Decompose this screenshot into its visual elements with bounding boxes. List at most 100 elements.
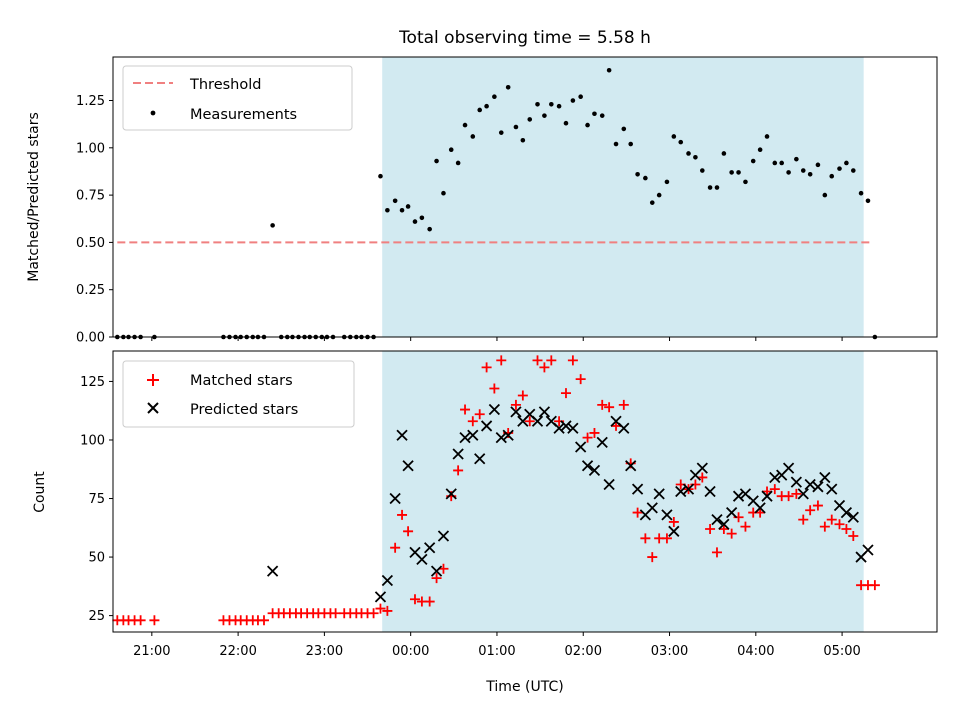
matched-star-point	[597, 399, 608, 410]
measurement-point	[729, 170, 734, 175]
predicted-star-point	[661, 509, 673, 521]
legend-matched-label: Matched stars	[190, 373, 293, 389]
x-tick-label: 21:00	[133, 644, 170, 659]
measurement-point	[412, 219, 418, 224]
matched-star-point	[467, 416, 478, 427]
predicted-star-point	[682, 483, 695, 495]
matched-star-point	[397, 509, 408, 520]
measurement-point	[750, 158, 756, 164]
predicted-star-point	[596, 436, 608, 448]
matched-star-point	[517, 390, 528, 401]
matched-star-point	[474, 409, 485, 420]
measurement-point	[520, 137, 526, 143]
measurement-point	[535, 101, 540, 107]
measurement-point	[392, 198, 398, 204]
measurement-point	[399, 207, 405, 213]
measurement-point	[815, 162, 821, 168]
predicted-star-point	[495, 432, 507, 444]
predicted-star-point	[430, 565, 443, 577]
measurement-point	[441, 190, 446, 196]
measurement-point	[492, 94, 497, 100]
bottom-y-tick-label: 75	[88, 492, 105, 507]
measurement-point	[498, 130, 504, 135]
measurement-point	[434, 158, 439, 164]
measurement-point	[800, 168, 806, 173]
top-panel: 0.00 0.25 0.50 0.75 1.00 1.25 Matched/Predict…	[26, 56, 938, 346]
matched-star-point	[805, 505, 816, 516]
measurement-point	[542, 113, 547, 118]
measurement-point	[484, 103, 489, 109]
legend-measurements-label: Measurements	[190, 107, 297, 123]
predicted-star-point	[704, 485, 716, 498]
predicted-star-point	[502, 429, 514, 441]
matched-star-point	[611, 420, 622, 431]
predicted-star-point	[696, 462, 708, 474]
bottom-legend-box	[122, 360, 355, 428]
matched-star-point	[604, 402, 615, 413]
legend-predicted-swatch	[147, 402, 159, 414]
predicted-star-point	[819, 471, 831, 484]
x-tick-label: 00:00	[392, 644, 429, 659]
matched-star-point	[740, 521, 751, 532]
matched-star-point	[409, 594, 420, 605]
measurement-point	[721, 151, 727, 156]
bottom-y-axis-label: Count	[32, 471, 48, 513]
measurement-point	[714, 185, 720, 190]
matched-star-point	[424, 596, 435, 607]
matched-star-point	[834, 519, 845, 530]
x-tick-label: 05:00	[823, 644, 860, 659]
matched-star-point	[496, 355, 507, 366]
measurement-point	[405, 204, 411, 209]
top-plot-frame	[112, 56, 938, 338]
legend-measurements-swatch	[150, 110, 156, 116]
measurement-point	[678, 139, 684, 145]
predicted-star-point	[631, 483, 644, 495]
predicted-star-point	[538, 406, 551, 418]
measurement-point	[764, 134, 770, 139]
predicted-star-point	[675, 485, 687, 498]
measurement-point	[700, 168, 705, 173]
predicted-star-point	[826, 483, 838, 495]
predicted-star-point	[510, 406, 522, 418]
predicted-star-point	[424, 542, 436, 554]
measurement-point	[592, 111, 597, 117]
predicted-star-point	[567, 422, 579, 434]
top-y-tick-label: 0.00	[76, 331, 105, 346]
predicted-star-point	[646, 502, 658, 514]
predicted-star-point	[445, 488, 457, 500]
bottom-observing-span	[382, 351, 864, 632]
matched-star-point	[791, 488, 802, 499]
legend-matched-swatch	[147, 374, 159, 386]
matched-star-point	[726, 528, 737, 539]
measurement-point	[844, 160, 849, 166]
x-tick-label: 01:00	[478, 644, 515, 659]
matched-star-point	[149, 615, 160, 626]
top-x-axis	[151, 337, 843, 341]
matched-star-point	[869, 580, 880, 591]
predicted-star-point	[459, 432, 471, 444]
matched-star-point	[812, 500, 823, 511]
measurement-point	[556, 103, 562, 109]
matched-star-point	[668, 516, 679, 527]
measurement-point	[743, 179, 748, 185]
bottom-legend: Matched stars Predicted stars	[122, 360, 355, 428]
predicted-star-point	[588, 464, 601, 477]
predicted-star-point	[437, 530, 450, 542]
measurement-point	[378, 173, 383, 179]
matched-star-point	[783, 491, 794, 502]
top-legend: Threshold Measurements	[122, 65, 353, 131]
legend-predicted-label: Predicted stars	[190, 402, 298, 418]
measurement-point	[635, 171, 640, 177]
matched-star-point	[258, 615, 269, 626]
top-y-tick-label: 0.75	[76, 189, 105, 204]
top-y-axis-label: Matched/Predicted stars	[26, 112, 42, 282]
measurement-point	[757, 147, 763, 153]
x-tick-label: 03:00	[651, 644, 688, 659]
measurement-point	[455, 160, 461, 166]
measurement-point	[270, 223, 275, 228]
measurement-point	[671, 134, 677, 139]
predicted-star-point	[553, 422, 565, 434]
measurement-point	[419, 215, 425, 221]
matched-star-point	[826, 514, 837, 525]
bottom-plot-frame	[112, 350, 938, 633]
